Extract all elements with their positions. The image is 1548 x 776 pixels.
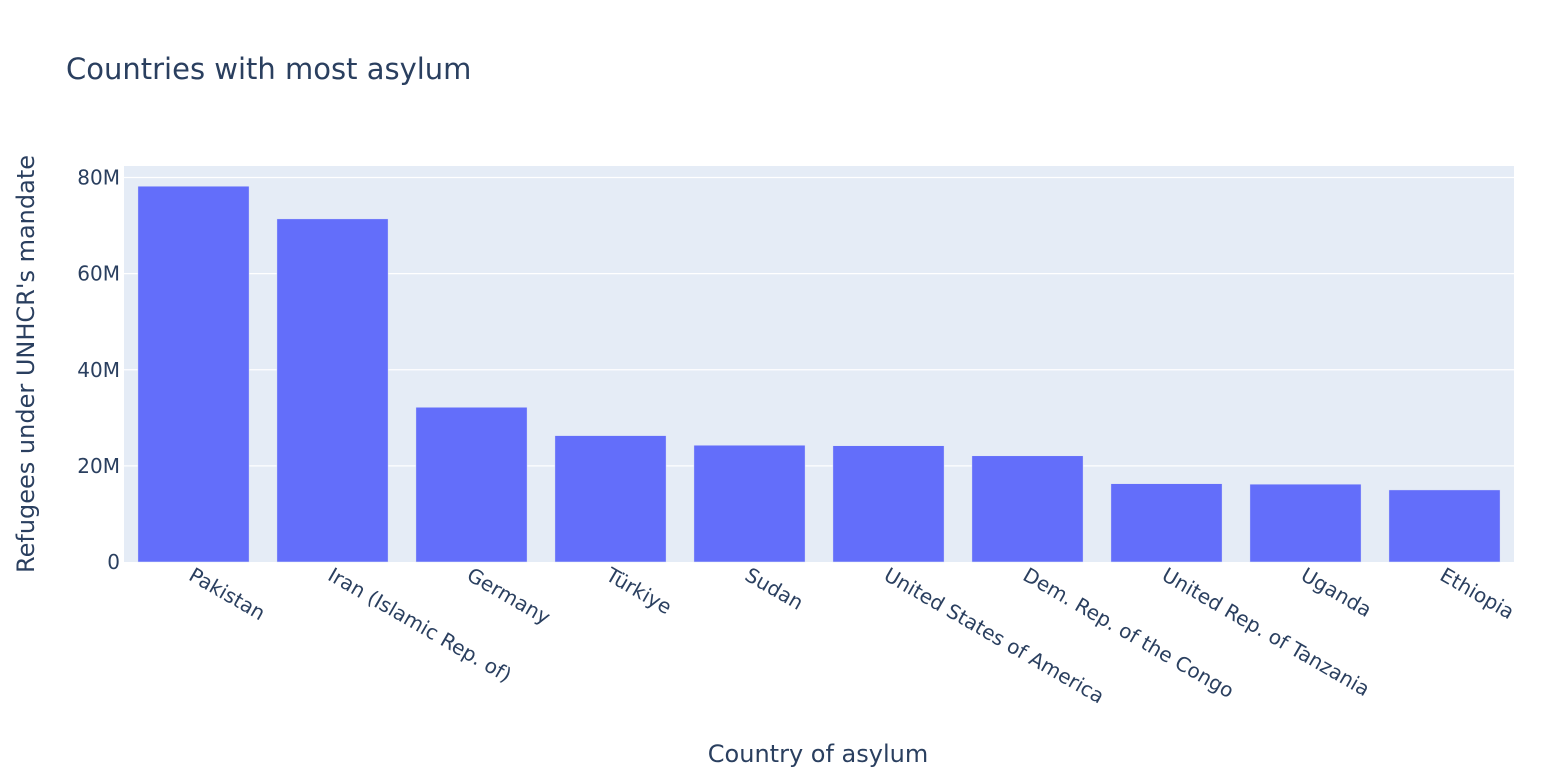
bar[interactable] (1249, 483, 1362, 563)
y-tick-labels: 0 20M 40M 60M 80M (77, 166, 120, 574)
y-tick-label: 20M (77, 454, 120, 478)
bar[interactable] (137, 185, 250, 563)
bar[interactable] (832, 445, 945, 563)
y-tick-label: 80M (77, 166, 120, 190)
bars (137, 185, 1501, 563)
bar[interactable] (1110, 483, 1223, 563)
chart-title: Countries with most asylum (66, 52, 471, 86)
y-tick-label: 60M (77, 262, 120, 286)
y-tick-label: 0 (107, 550, 120, 574)
bar[interactable] (276, 218, 389, 563)
bar[interactable] (693, 444, 806, 563)
bar[interactable] (971, 455, 1084, 563)
bar[interactable] (415, 407, 528, 563)
bar[interactable] (554, 435, 667, 563)
y-tick-label: 40M (77, 358, 120, 382)
y-axis-title: Refugees under UNHCR's mandate (12, 155, 40, 573)
x-axis-title: Country of asylum (708, 740, 928, 768)
bar[interactable] (1388, 489, 1501, 563)
